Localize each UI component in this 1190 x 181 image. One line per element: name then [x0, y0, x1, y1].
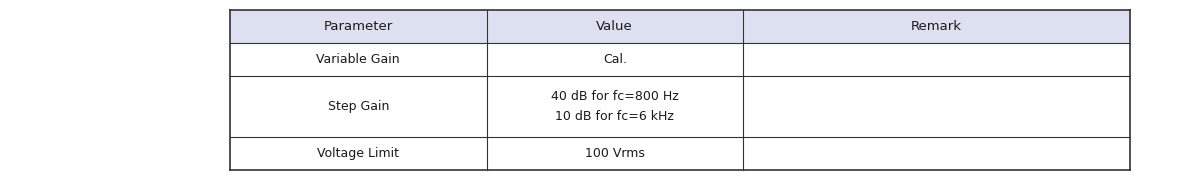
Bar — [230, 10, 1130, 43]
Text: 100 Vrms: 100 Vrms — [584, 147, 645, 160]
Text: Variable Gain: Variable Gain — [317, 53, 400, 66]
Text: Step Gain: Step Gain — [327, 100, 389, 113]
Text: 40 dB for fc=800 Hz: 40 dB for fc=800 Hz — [551, 90, 678, 103]
Text: Remark: Remark — [912, 20, 962, 33]
Bar — [230, 43, 1130, 76]
Bar — [230, 137, 1130, 170]
Text: Parameter: Parameter — [324, 20, 393, 33]
Text: Voltage Limit: Voltage Limit — [318, 147, 400, 160]
Text: Cal.: Cal. — [603, 53, 627, 66]
Text: Value: Value — [596, 20, 633, 33]
Bar — [230, 76, 1130, 137]
Text: 10 dB for fc=6 kHz: 10 dB for fc=6 kHz — [556, 110, 675, 123]
